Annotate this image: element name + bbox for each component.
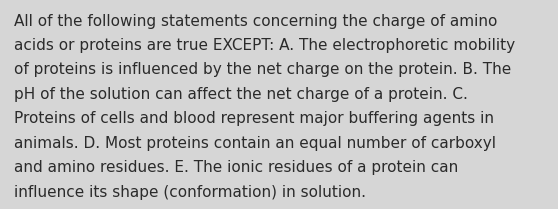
Text: and amino residues. E. The ionic residues of a protein can: and amino residues. E. The ionic residue… — [14, 160, 458, 175]
Text: animals. D. Most proteins contain an equal number of carboxyl: animals. D. Most proteins contain an equ… — [14, 136, 496, 151]
Text: influence its shape (conformation) in solution.: influence its shape (conformation) in so… — [14, 185, 366, 200]
Text: acids or proteins are true EXCEPT: A. The electrophoretic mobility: acids or proteins are true EXCEPT: A. Th… — [14, 38, 515, 53]
Text: pH of the solution can affect the net charge of a protein. C.: pH of the solution can affect the net ch… — [14, 87, 468, 102]
Text: of proteins is influenced by the net charge on the protein. B. The: of proteins is influenced by the net cha… — [14, 62, 511, 78]
Text: Proteins of cells and blood represent major buffering agents in: Proteins of cells and blood represent ma… — [14, 111, 494, 126]
Text: All of the following statements concerning the charge of amino: All of the following statements concerni… — [14, 14, 497, 29]
